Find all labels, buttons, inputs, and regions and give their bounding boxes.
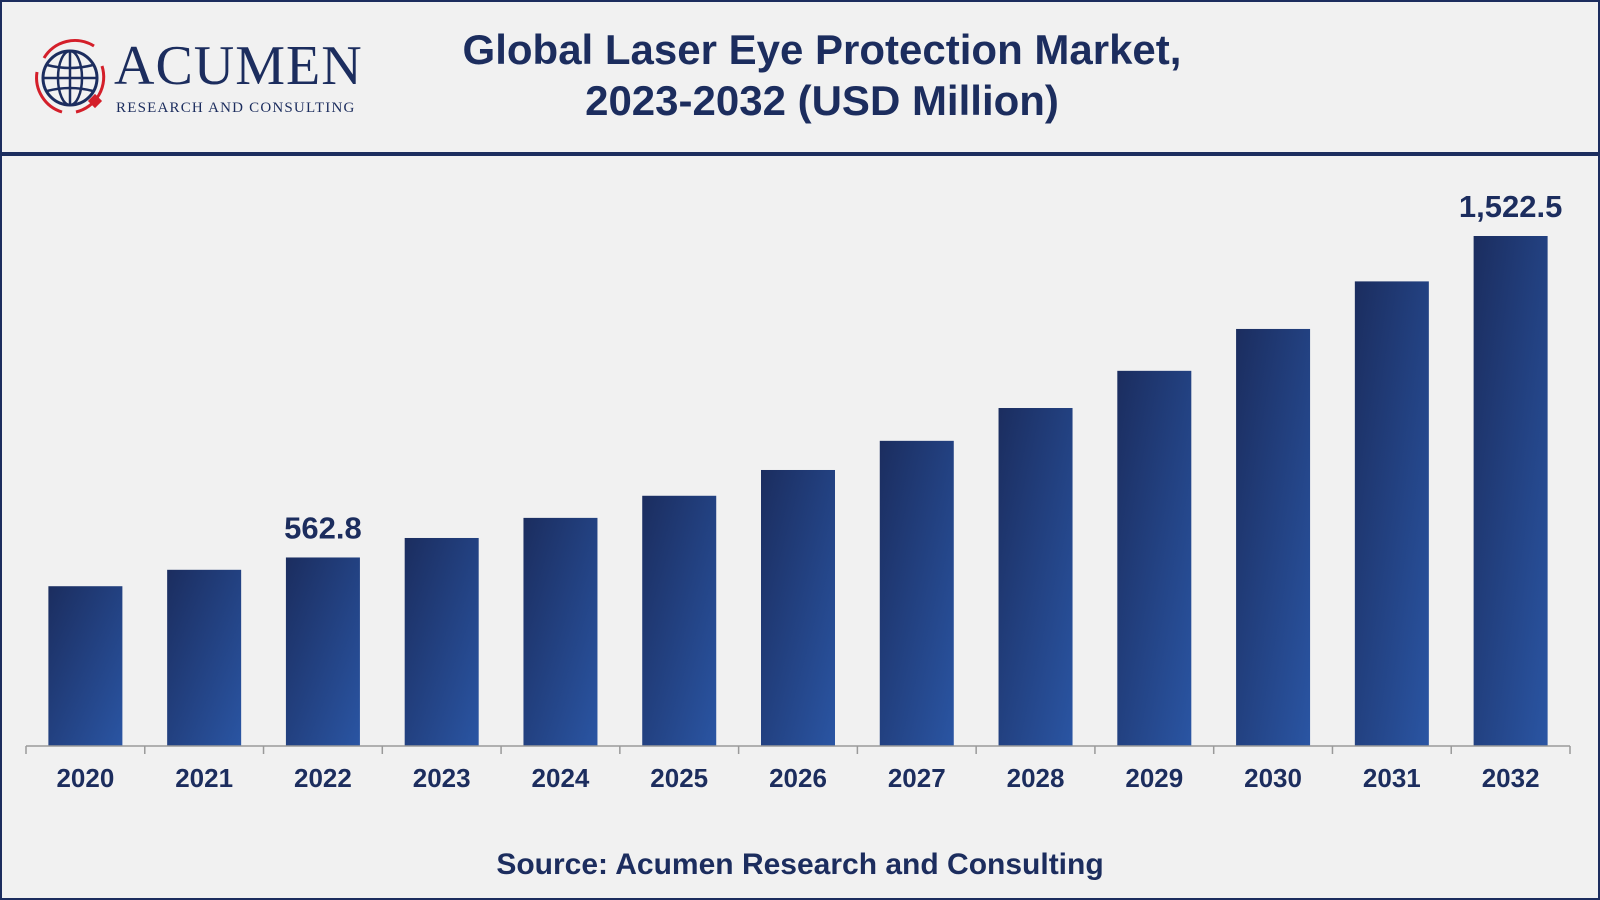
x-tick-label: 2029 [1125,763,1183,793]
x-tick-label: 2032 [1482,763,1540,793]
chart-title: Global Laser Eye Protection Market, 2023… [342,24,1302,126]
bar-2025 [642,495,717,746]
data-label-2032: 1,522.5 [1459,189,1562,224]
bar-2030 [1236,328,1311,746]
x-tick-label: 2020 [56,763,114,793]
bar-2020 [48,586,123,746]
source-note: Source: Acumen Research and Consulting [496,848,1104,881]
x-tick-label: 2027 [888,763,946,793]
chart-title-line-2: 2023-2032 (USD Million) [585,77,1059,124]
logo-wordmark: ACUMEN [114,35,363,97]
bar-2022 [285,557,360,746]
x-tick-label: 2023 [413,763,471,793]
x-tick-label: 2030 [1244,763,1302,793]
x-tick-label: 2025 [650,763,708,793]
x-tick-label: 2024 [532,763,590,793]
bar-2028 [998,408,1073,746]
logo-subtitle: RESEARCH AND CONSULTING [116,100,356,116]
chart-title-line-1: Global Laser Eye Protection Market, [462,26,1182,73]
globe-icon [35,39,106,114]
data-label-2022: 562.8 [284,510,362,545]
header: ACUMEN RESEARCH AND CONSULTING Global La… [2,2,1598,156]
bar-2032 [1473,236,1548,746]
bar-2021 [167,569,242,746]
x-tick-label: 2022 [294,763,352,793]
acumen-logo: ACUMEN RESEARCH AND CONSULTING [32,35,372,118]
bar-2027 [879,440,954,746]
x-tick-label: 2028 [1007,763,1065,793]
bar-2031 [1354,281,1429,746]
x-tick-label: 2021 [175,763,233,793]
x-tick-label: 2031 [1363,763,1421,793]
bar-chart: 2020 2021 2022 562.8 2023 2024 2025 2026 2027 202… [25,189,1571,793]
x-tick-label: 2026 [769,763,827,793]
bar-2026 [761,469,835,746]
bar-2029 [1117,370,1192,746]
bar-2023 [404,537,479,746]
bar-2024 [523,517,598,746]
